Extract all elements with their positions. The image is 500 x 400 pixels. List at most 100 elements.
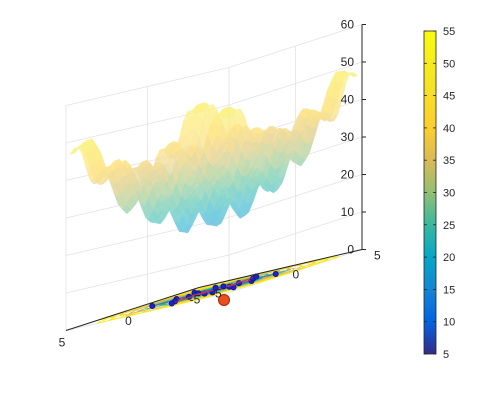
blue-marker xyxy=(212,284,219,291)
surface-facet xyxy=(209,161,218,182)
surface-facet xyxy=(197,209,207,225)
surface-facet xyxy=(300,117,310,133)
x-tick-label: 5 xyxy=(59,336,66,350)
surface-facet xyxy=(141,164,150,179)
surface-facet xyxy=(172,183,181,208)
surface-facet xyxy=(243,184,252,204)
y-tick-label: 0 xyxy=(293,268,300,282)
surface-facet xyxy=(156,150,166,170)
surface-facet xyxy=(109,160,119,172)
surface-facet xyxy=(230,201,240,213)
surface-facet xyxy=(196,184,205,201)
surface-facet xyxy=(171,150,181,159)
surface-facet xyxy=(196,104,205,113)
surface-facet xyxy=(196,181,206,189)
surface-facet xyxy=(184,114,193,136)
surface-facet xyxy=(217,179,227,190)
surface-facet xyxy=(66,153,75,156)
surface-facet xyxy=(217,137,227,162)
surface-facet xyxy=(194,135,204,165)
surface-facet xyxy=(212,136,221,151)
surface-facet xyxy=(200,189,210,213)
surface-facet xyxy=(223,150,233,171)
surface-facet xyxy=(124,172,134,185)
surface-facet xyxy=(191,169,201,184)
surface-facet xyxy=(95,158,104,174)
axis-line xyxy=(198,249,363,288)
surface-facet xyxy=(210,209,220,223)
surface-facet xyxy=(187,163,197,182)
surface-facet xyxy=(152,180,162,199)
surface-facet xyxy=(198,119,208,150)
z-tick-label: 20 xyxy=(341,168,355,182)
surface-facet xyxy=(221,107,231,124)
surface-facet xyxy=(187,213,196,225)
blue-marker xyxy=(272,270,279,277)
surface-facet xyxy=(183,149,192,170)
surface-facet xyxy=(199,149,209,177)
x-axis-ticks: 5 0 -5 xyxy=(59,293,201,350)
surface-facet xyxy=(191,109,200,114)
surface-facet xyxy=(240,129,249,141)
surface-facet xyxy=(268,187,278,194)
surface-facet xyxy=(271,127,281,135)
surface-facet xyxy=(108,178,118,197)
surface-facet xyxy=(181,143,190,153)
surface-facet xyxy=(195,164,205,184)
surface-facet xyxy=(221,180,230,196)
surface-facet xyxy=(271,166,281,185)
surface-facet xyxy=(213,153,223,177)
surface-facet xyxy=(287,129,297,142)
surface-facet xyxy=(233,166,242,191)
surface-facet xyxy=(286,139,295,147)
surface-facet xyxy=(226,106,236,114)
surface-facet xyxy=(220,191,229,215)
surface-facet xyxy=(157,193,167,204)
surface-facet xyxy=(201,212,211,225)
surface-facet xyxy=(223,137,233,144)
surface-facet xyxy=(240,141,250,160)
surface-facet xyxy=(241,159,251,177)
surface-facet xyxy=(295,130,305,144)
surface-facet xyxy=(171,155,180,184)
surface-facet xyxy=(200,102,210,108)
surface-facet xyxy=(240,212,249,219)
blue-marker xyxy=(220,283,227,290)
surface-facet xyxy=(335,71,344,84)
surface-facet xyxy=(167,169,176,195)
blue-marker xyxy=(168,300,175,307)
surface-facet xyxy=(92,138,101,153)
surface-facet xyxy=(238,183,248,199)
surface-facet xyxy=(197,200,206,216)
surface-facet xyxy=(220,204,230,219)
surface-facet xyxy=(163,149,173,157)
surface-facet xyxy=(208,145,217,167)
surface-facet xyxy=(301,108,311,119)
surface-facet xyxy=(267,133,276,146)
surface-facet xyxy=(234,124,243,131)
surface-facet xyxy=(220,175,230,189)
colorbar-tick-label: 40 xyxy=(443,123,455,135)
surface-facet xyxy=(267,181,277,192)
colorbar-tick-label: 5 xyxy=(443,349,449,361)
surface-facet xyxy=(129,167,139,184)
surface-facet xyxy=(148,169,157,183)
surface-facet xyxy=(219,124,228,139)
surface-facet xyxy=(206,221,216,226)
surface-facet xyxy=(132,167,142,172)
surface-facet xyxy=(159,148,169,151)
surface-facet xyxy=(195,111,204,114)
surface-facet xyxy=(216,169,226,187)
surface-facet xyxy=(85,166,95,180)
surface-facet xyxy=(232,139,241,167)
colorbar-tick-label: 35 xyxy=(443,155,455,167)
surface-facet xyxy=(235,108,245,117)
surface-facet xyxy=(159,178,169,198)
surface-facet xyxy=(288,116,298,140)
z-tick-label: 10 xyxy=(341,205,355,219)
surface-facet xyxy=(245,150,255,161)
surface-facet xyxy=(304,125,313,145)
surface-facet xyxy=(131,184,140,192)
surface-facet xyxy=(326,80,335,97)
